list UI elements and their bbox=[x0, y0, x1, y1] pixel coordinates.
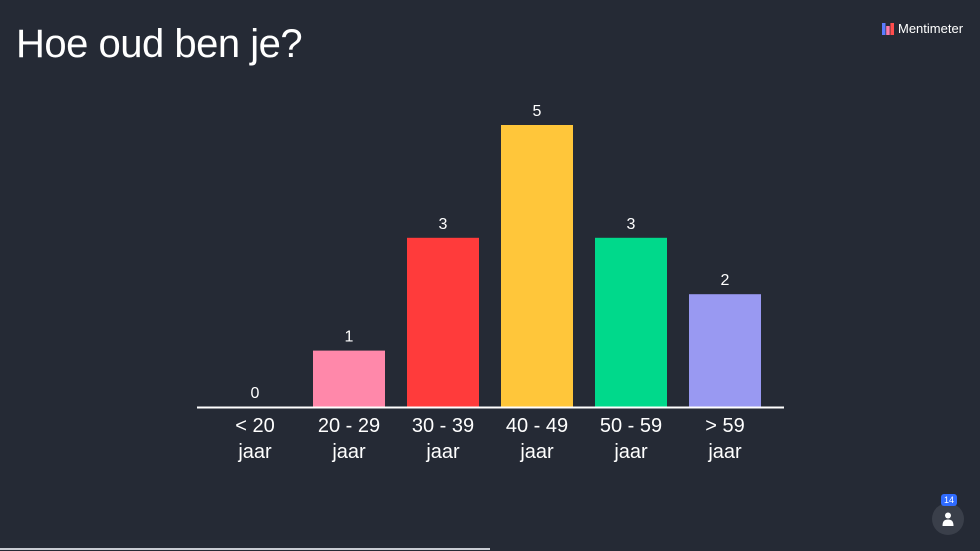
mentimeter-logo-icon bbox=[882, 22, 894, 35]
bar-value-label: 5 bbox=[533, 103, 542, 120]
category-label: jaar bbox=[519, 441, 554, 463]
bar-value-label: 0 bbox=[251, 385, 260, 402]
bar-value-label: 2 bbox=[721, 272, 730, 289]
bar bbox=[689, 294, 761, 407]
bar bbox=[407, 237, 479, 407]
bar bbox=[595, 237, 667, 407]
participant-count-badge: 14 bbox=[941, 494, 957, 506]
category-label: jaar bbox=[237, 441, 272, 463]
category-label: 40 - 49 bbox=[506, 415, 568, 437]
page-title: Hoe oud ben je? bbox=[16, 22, 303, 66]
brand-name: Mentimeter bbox=[898, 21, 964, 36]
category-label: > 59 bbox=[705, 415, 744, 437]
bar-value-label: 3 bbox=[439, 216, 448, 233]
category-label: jaar bbox=[425, 441, 460, 463]
bar bbox=[313, 350, 385, 407]
person-icon bbox=[942, 512, 954, 526]
bar-value-label: 3 bbox=[627, 216, 636, 233]
category-label: jaar bbox=[331, 441, 366, 463]
category-label: < 20 bbox=[235, 415, 274, 437]
bar bbox=[501, 125, 573, 407]
category-label: 50 - 59 bbox=[600, 415, 662, 437]
category-label: jaar bbox=[707, 441, 742, 463]
participants-button[interactable] bbox=[932, 503, 964, 535]
brand-logo: Mentimeter bbox=[882, 21, 963, 36]
category-label: 20 - 29 bbox=[318, 415, 380, 437]
category-label: 30 - 39 bbox=[412, 415, 474, 437]
progress-line bbox=[0, 548, 490, 550]
category-label: jaar bbox=[613, 441, 648, 463]
bar-value-label: 1 bbox=[345, 329, 354, 346]
